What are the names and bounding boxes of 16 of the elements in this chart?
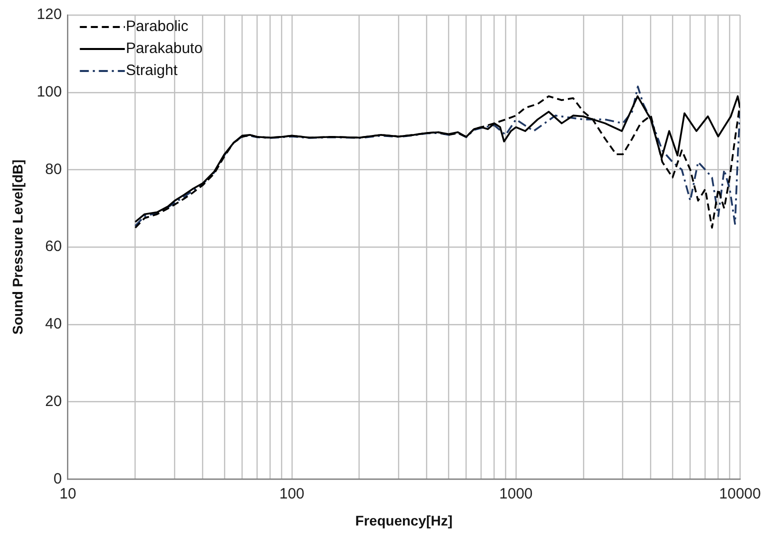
y-tick-label: 80 (45, 160, 62, 178)
legend-label: Parabolic (126, 18, 189, 36)
y-tick-label: 40 (45, 316, 62, 333)
x-axis-title: Frequency[Hz] (355, 512, 453, 528)
y-tick-label: 60 (45, 238, 62, 256)
y-tick-label: 120 (36, 6, 62, 24)
y-tick-label: 0 (53, 470, 62, 488)
y-axis-title: Sound Pressure Level[dB] (9, 160, 26, 335)
x-tick-label: 10 (59, 485, 76, 502)
legend-label: Straight (126, 62, 178, 80)
y-tick-label: 100 (36, 84, 62, 101)
x-tick-label: 100 (279, 485, 304, 502)
y-tick-label: 20 (45, 392, 62, 410)
x-tick-label: 10000 (719, 485, 761, 502)
legend-label: Parakabuto (126, 40, 203, 58)
x-tick-label: 1000 (499, 485, 533, 502)
